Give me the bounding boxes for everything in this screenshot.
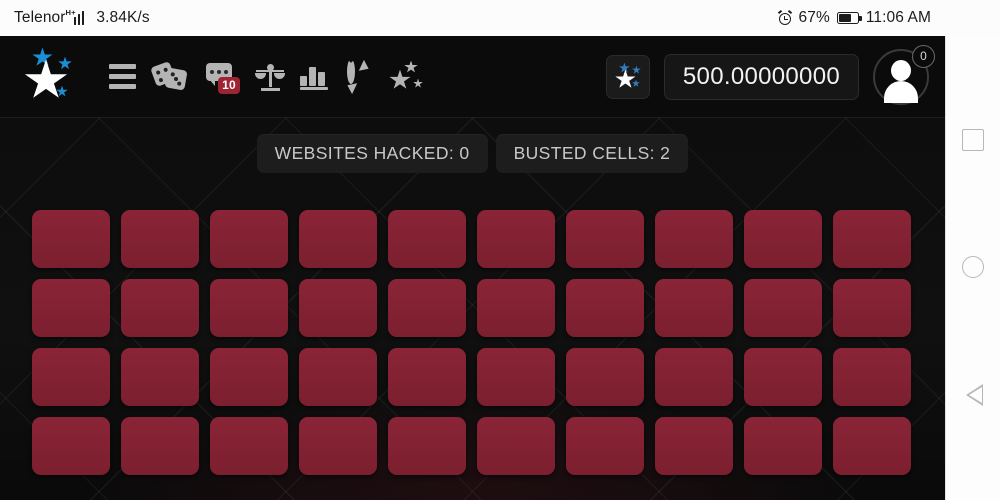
- network-type-label: H+: [65, 8, 76, 17]
- grid-cell[interactable]: [32, 348, 110, 406]
- avatar-badge: 0: [912, 44, 935, 68]
- grid-cell[interactable]: [655, 279, 733, 337]
- signal-strength-icon: H+: [66, 9, 89, 25]
- websites-hacked-chip: WEBSITES HACKED: 0: [256, 134, 488, 173]
- user-avatar-icon[interactable]: 0: [873, 44, 935, 105]
- stars-icon[interactable]: [380, 51, 432, 103]
- status-bar: Telenor H+ 3.84K/s 67% 11:06 AM: [0, 0, 945, 36]
- clock-label: 11:06 AM: [865, 9, 931, 26]
- grid-cell[interactable]: [655, 348, 733, 406]
- grid-cell[interactable]: [477, 210, 555, 268]
- chat-icon[interactable]: 10: [196, 51, 248, 103]
- star-logo-icon[interactable]: [16, 47, 86, 106]
- header-left-group: 10: [16, 47, 606, 106]
- back-button[interactable]: [964, 383, 983, 407]
- grid-cell[interactable]: [833, 210, 911, 268]
- grid-cell[interactable]: [388, 348, 466, 406]
- battery-icon: [836, 12, 862, 24]
- home-button[interactable]: [962, 255, 984, 278]
- status-bar-spacer: [945, 0, 1000, 36]
- grid-cell[interactable]: [833, 348, 911, 406]
- grid-cell[interactable]: [388, 279, 466, 337]
- grid-cell[interactable]: [744, 210, 822, 268]
- recents-button[interactable]: [962, 128, 984, 151]
- grid-cell[interactable]: [477, 348, 555, 406]
- grid-cell[interactable]: [388, 417, 466, 475]
- grid-cell[interactable]: [32, 279, 110, 337]
- star-currency-icon[interactable]: [605, 54, 650, 99]
- grid-cell[interactable]: [210, 348, 288, 406]
- game-area: WEBSITES HACKED: 0 BUSTED CELLS: 2: [0, 118, 945, 500]
- grid-cell[interactable]: [566, 417, 644, 475]
- grid-cell[interactable]: [744, 348, 822, 406]
- status-bar-left: Telenor H+ 3.84K/s: [14, 9, 150, 27]
- dice-icon[interactable]: [144, 51, 196, 103]
- grid-cell[interactable]: [210, 210, 288, 268]
- network-speed-label: 3.84K/s: [96, 9, 150, 26]
- grid-cell[interactable]: [566, 210, 644, 268]
- balance-display[interactable]: 500.00000000: [663, 53, 859, 100]
- grid-cell[interactable]: [32, 210, 110, 268]
- grid-cell[interactable]: [210, 417, 288, 475]
- grid-cell[interactable]: [566, 279, 644, 337]
- busted-cells-chip: BUSTED CELLS: 2: [495, 134, 689, 173]
- grid-cell[interactable]: [744, 417, 822, 475]
- grid-cell[interactable]: [655, 417, 733, 475]
- grid-cell[interactable]: [210, 279, 288, 337]
- android-nav-bar: [945, 36, 1000, 500]
- grid-cell[interactable]: [477, 417, 555, 475]
- grid-cell[interactable]: [299, 417, 377, 475]
- grid-cell[interactable]: [566, 348, 644, 406]
- grid-cell[interactable]: [833, 279, 911, 337]
- grid-cell[interactable]: [32, 417, 110, 475]
- game-status-row: WEBSITES HACKED: 0 BUSTED CELLS: 2: [0, 134, 945, 173]
- grid-cell[interactable]: [833, 417, 911, 475]
- grid-cell[interactable]: [299, 210, 377, 268]
- header-right-group: 500.00000000 0: [605, 44, 935, 105]
- app-header: 10: [0, 36, 945, 118]
- alarm-clock-icon: [777, 9, 792, 25]
- grid-cell[interactable]: [121, 348, 199, 406]
- grid-cell[interactable]: [299, 348, 377, 406]
- grid-cell[interactable]: [477, 279, 555, 337]
- grid-cell[interactable]: [299, 279, 377, 337]
- status-bar-right: 67% 11:06 AM: [777, 9, 931, 27]
- menu-icon[interactable]: [100, 51, 144, 103]
- battery-percent-label: 67%: [798, 9, 830, 26]
- grid-cell[interactable]: [121, 210, 199, 268]
- bar-chart-icon[interactable]: [292, 51, 336, 103]
- carrier-label: Telenor: [14, 9, 66, 26]
- scales-icon[interactable]: [248, 51, 292, 103]
- grid-cell[interactable]: [121, 279, 199, 337]
- grid-cell[interactable]: [655, 210, 733, 268]
- chat-unread-badge: 10: [218, 76, 240, 94]
- grid-cell[interactable]: [121, 417, 199, 475]
- grid-cell[interactable]: [744, 279, 822, 337]
- game-grid: [32, 210, 911, 475]
- grid-cell[interactable]: [388, 210, 466, 268]
- refresh-icon[interactable]: [336, 51, 380, 103]
